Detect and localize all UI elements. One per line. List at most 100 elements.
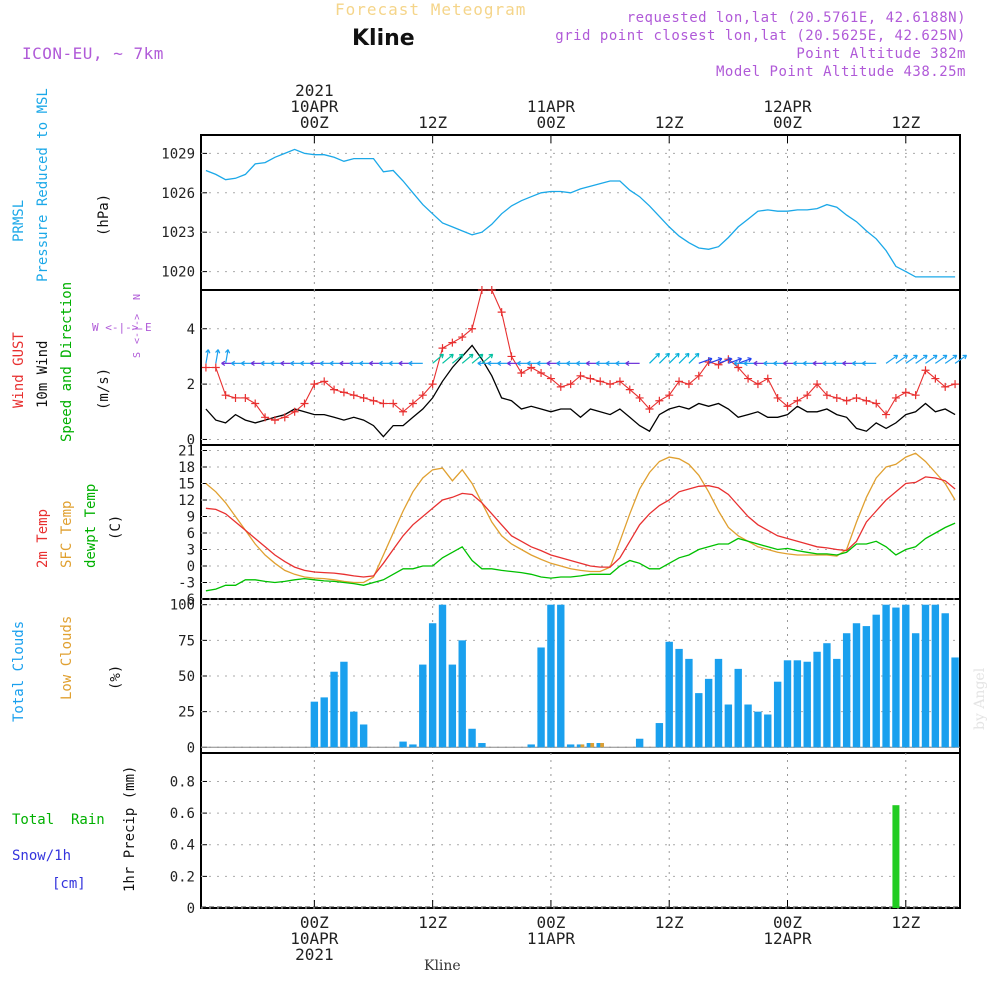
gust-marker (714, 360, 723, 369)
bottom-time-label: 12Z (891, 913, 920, 932)
wind-arrow-head (459, 353, 464, 359)
snow-label: Snow/1h (12, 848, 71, 864)
top-time-label: 00Z (773, 113, 802, 132)
ytick-label-precip: 0.2 (170, 869, 195, 885)
wind-arrow (215, 349, 221, 364)
wind-unit: (m/s) (96, 368, 112, 410)
pressure-unit: (hPa) (96, 194, 112, 236)
wind-arrow-head (852, 360, 857, 366)
wind-arrow (915, 354, 928, 364)
total-cloud-bar (773, 681, 782, 748)
total-cloud-bar (478, 743, 486, 748)
gust-marker (497, 308, 506, 317)
wind-panel: 0 2 4 (187, 286, 968, 448)
wind-arrow (925, 354, 938, 364)
total-cloud-bar (655, 723, 664, 748)
dewpt-line (205, 522, 956, 592)
wind-10m-label: 10m Wind (35, 341, 51, 408)
wind-arrow-shaft (728, 357, 742, 364)
wind-arrow-shaft (738, 357, 752, 364)
wind-arrow-head (763, 360, 768, 366)
gust-marker (359, 393, 368, 402)
wind-gust-label: Wind GUST (11, 332, 27, 408)
gust-marker (261, 413, 270, 422)
top-time-label: 12Z (418, 113, 447, 132)
wind-arrow (688, 352, 700, 364)
wind-arrow-head (497, 360, 502, 366)
sfctemp-label: SFC Temp (59, 501, 75, 568)
total-cloud-bar (537, 647, 545, 748)
total-cloud-bar (714, 658, 723, 748)
wind-arrow-shaft (708, 357, 723, 364)
wind-arrow (895, 354, 908, 364)
ytick-label-temp: 18 (178, 460, 195, 476)
gust-marker (586, 374, 595, 383)
wind-arrow (738, 357, 752, 364)
bottom-time-label: 00Z (773, 913, 802, 932)
ytick-label-precip: 0.8 (170, 774, 195, 790)
wind-arrow-head (675, 352, 680, 358)
low-clouds-label: Low Clouds (59, 616, 75, 700)
wind-arrow-head (546, 360, 551, 366)
ytick-label-temp: 9 (187, 510, 195, 526)
gust-marker (300, 399, 309, 408)
gust-marker (487, 286, 496, 294)
top-time-label: 00Z (300, 113, 329, 132)
top-time-label: 12APR (763, 97, 812, 116)
gust-marker (763, 374, 772, 383)
ytick-label-precip: 0 (187, 901, 195, 917)
wind-arrow-shaft (718, 357, 732, 364)
wind-arrow-head (359, 360, 364, 366)
wind-arrow-shaft (215, 349, 219, 364)
total-cloud-bar (685, 658, 693, 748)
wind-arrow (205, 349, 211, 364)
total-cloud-bar (842, 633, 851, 748)
wind-arrow-head (221, 360, 226, 366)
wind-arrow-head (733, 360, 738, 366)
total-cloud-bar (783, 660, 792, 748)
gust-marker (734, 363, 743, 372)
credit-watermark: by Angel (972, 667, 988, 730)
total-cloud-bar (902, 604, 910, 748)
total-cloud-bar (527, 744, 535, 748)
wind-arrow-head (478, 353, 484, 359)
total-cloud-bar (428, 623, 437, 748)
gust-marker (744, 374, 753, 383)
wind-arrow-head (439, 353, 444, 359)
top-time-label: 12Z (655, 113, 684, 132)
total-cloud-bar (793, 660, 802, 748)
gust-marker (753, 380, 762, 389)
total-cloud-bar (921, 604, 930, 748)
low-cloud-bar (590, 743, 595, 748)
wind-arrow-head (893, 354, 899, 360)
compass-s: S (132, 352, 143, 358)
wind-arrow-head (792, 360, 797, 366)
top-time-label: 12Z (891, 113, 920, 132)
wind-arrow-head (743, 360, 748, 366)
wind-arrow-head (566, 360, 571, 366)
gust-marker (931, 374, 940, 383)
wind-arrow-shaft (688, 353, 700, 364)
compass-ns-axis: <-|-> (132, 314, 143, 344)
wind-arrow-shaft (698, 357, 713, 364)
gust-marker (655, 396, 664, 405)
wind-arrow-head (932, 354, 938, 360)
gust-marker (921, 366, 930, 375)
ytick-label-clouds: 0 (187, 740, 195, 756)
precip-unit: 1hr Precip (mm) (122, 766, 138, 892)
total-cloud-bar (813, 651, 821, 748)
clouds-panel: 0 25 50 75 100 (170, 598, 960, 756)
wind-arrow (481, 353, 494, 364)
ytick-label-temp: 6 (187, 526, 195, 542)
wind-arrow-head (240, 360, 245, 366)
gust-marker (468, 324, 477, 333)
wind-arrow-shaft (225, 349, 229, 364)
gust-marker (645, 405, 654, 414)
gust-marker (606, 380, 615, 389)
total-cloud-bar (665, 641, 673, 748)
wind-arrow-head (717, 357, 723, 363)
wind-arrow-head (832, 360, 837, 366)
gust-marker (349, 391, 358, 400)
